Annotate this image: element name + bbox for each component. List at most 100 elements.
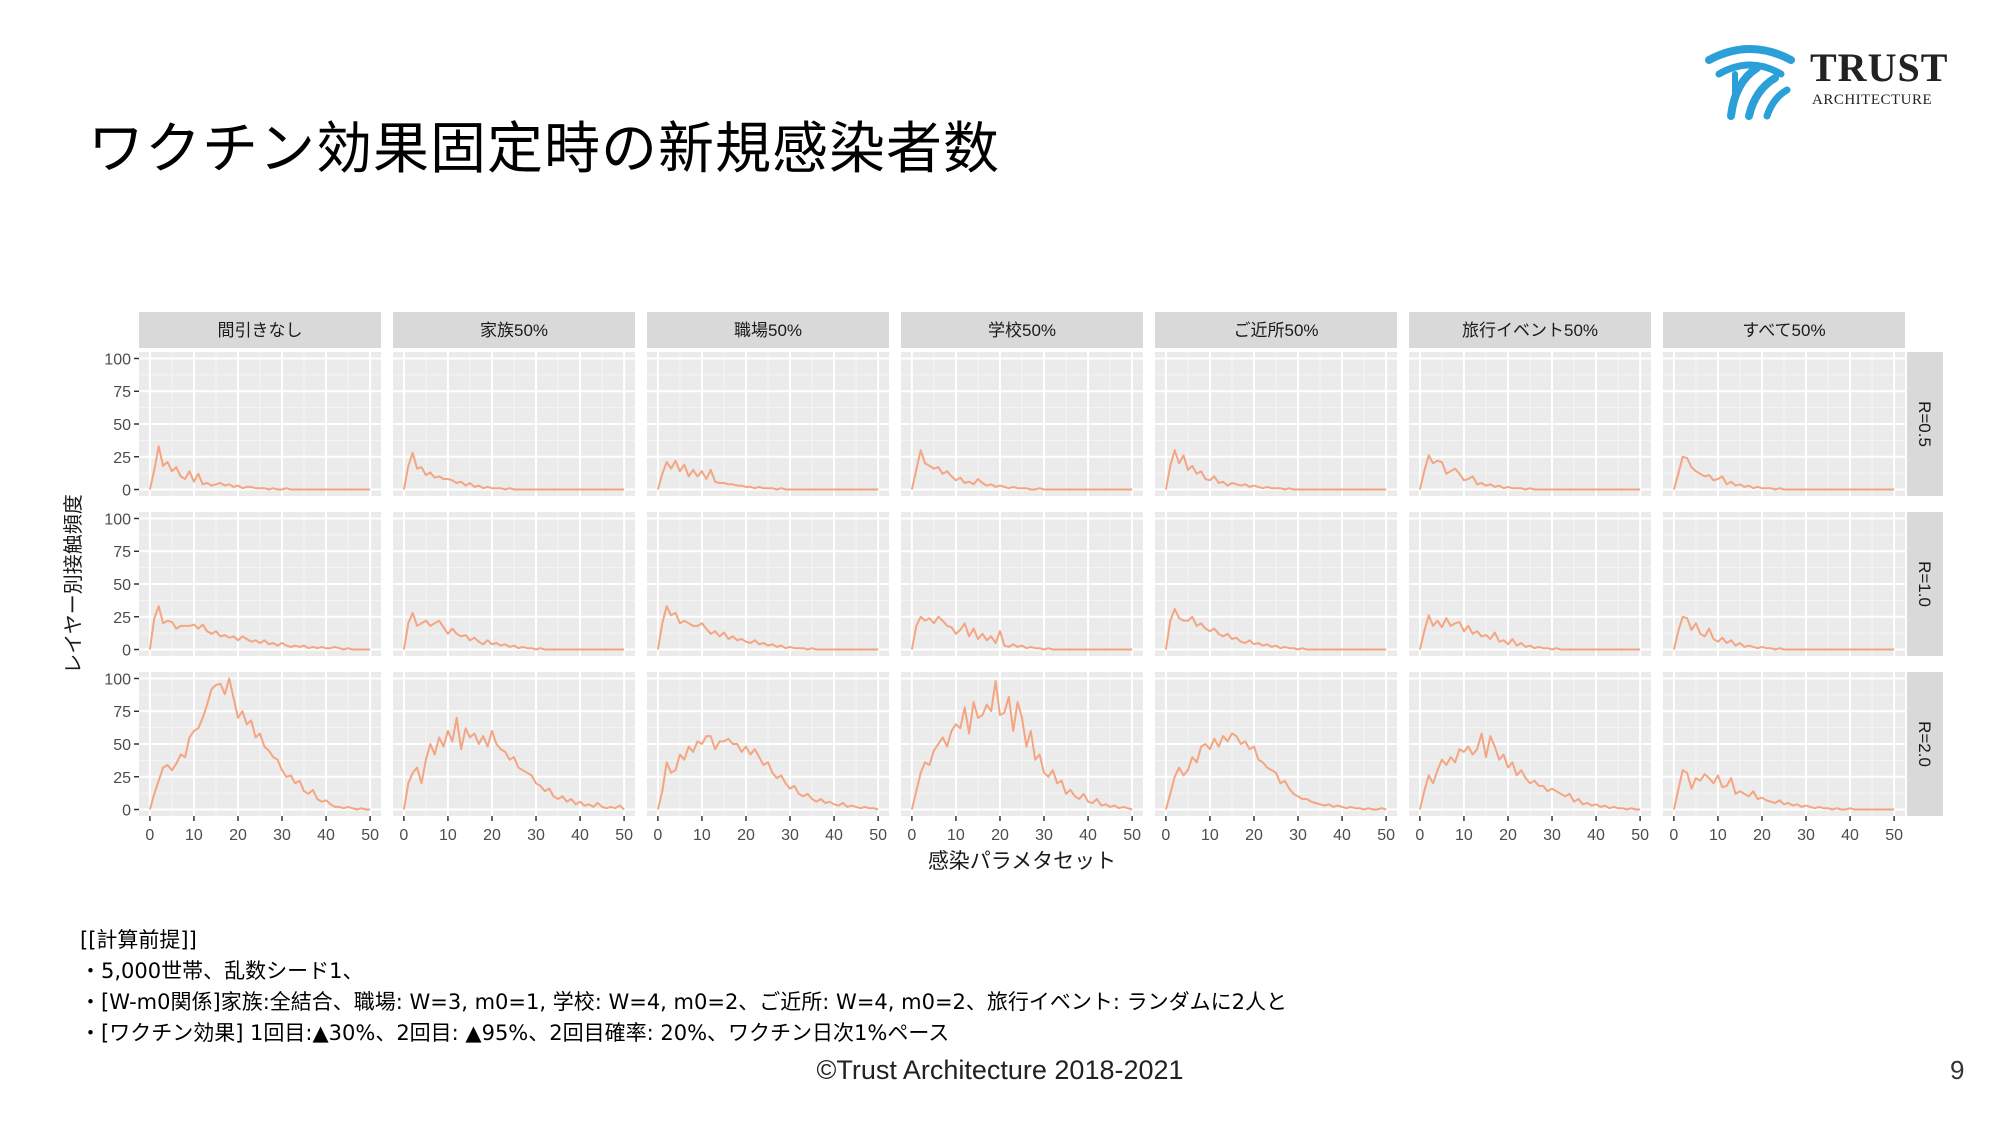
x-tick-label: 20	[483, 827, 501, 844]
series-line	[910, 615, 1133, 651]
x-tick-label: 50	[1123, 827, 1141, 844]
y-tick-label: 25	[113, 770, 131, 787]
copyright-footer: ©Trust Architecture 2018-2021	[816, 1055, 1184, 1085]
x-tick-label: 10	[439, 827, 457, 844]
y-tick-label: 50	[113, 577, 131, 594]
y-tick-label: 75	[113, 704, 131, 721]
facet-strip-label: R=1.0	[1915, 561, 1934, 607]
x-tick-label: 10	[185, 827, 203, 844]
x-tick-label: 20	[1499, 827, 1517, 844]
series-line	[1672, 769, 1895, 811]
notes-heading: [[計算前提]]	[80, 928, 197, 952]
series-line	[148, 605, 371, 651]
facet-strip-label: 家族50%	[480, 321, 548, 340]
facet-strip-column	[901, 312, 1143, 348]
logo-subtitle: ARCHITECTURE	[1812, 92, 1933, 108]
facet-strip-label: R=2.0	[1915, 721, 1934, 767]
x-tick-label: 20	[1245, 827, 1263, 844]
x-tick-label: 20	[1753, 827, 1771, 844]
notes-line: ・5,000世帯、乱数シード1、	[80, 959, 364, 983]
series-line	[656, 459, 879, 491]
x-tick-label: 50	[1631, 827, 1649, 844]
x-tick-label: 0	[653, 827, 662, 844]
x-tick-label: 30	[1289, 827, 1307, 844]
x-tick-label: 30	[781, 827, 799, 844]
x-tick-label: 30	[1797, 827, 1815, 844]
facet-strip-row	[1907, 512, 1943, 656]
x-tick-label: 10	[1455, 827, 1473, 844]
facet-strip-column	[139, 312, 381, 348]
series-line	[656, 605, 879, 651]
x-tick-label: 40	[1079, 827, 1097, 844]
series-line	[1672, 615, 1895, 651]
y-tick-label: 0	[122, 643, 131, 660]
facet-strip-label: すべて50%	[1742, 321, 1825, 340]
x-tick-label: 50	[869, 827, 887, 844]
series-line	[402, 611, 625, 651]
series-line	[1164, 732, 1387, 811]
x-tick-label: 0	[907, 827, 916, 844]
facet-strip-column	[1663, 312, 1905, 348]
x-tick-label: 40	[1841, 827, 1859, 844]
series-line	[1164, 449, 1387, 491]
trust-architecture-logo: TRUST ARCHITECTURE	[1705, 40, 1965, 120]
page-number: 9	[1950, 1055, 1965, 1085]
y-tick-label: 25	[113, 450, 131, 467]
series-line	[910, 680, 1133, 811]
series-line	[402, 716, 625, 811]
x-tick-label: 40	[825, 827, 843, 844]
x-tick-label: 30	[527, 827, 545, 844]
facet-strip-column	[393, 312, 635, 348]
y-axis-title: レイヤー別接触頻度	[62, 494, 85, 673]
x-tick-label: 10	[1201, 827, 1219, 844]
facet-strip-label: 学校50%	[988, 321, 1056, 340]
x-tick-label: 40	[571, 827, 589, 844]
x-tick-label: 0	[1669, 827, 1678, 844]
y-tick-label: 0	[122, 483, 131, 500]
x-tick-label: 0	[399, 827, 408, 844]
y-tick-label: 100	[104, 671, 131, 688]
facet-strip-label: 職場50%	[734, 321, 802, 340]
x-tick-label: 50	[361, 827, 379, 844]
facet-strip-row	[1907, 352, 1943, 496]
facet-strip-label: 間引きなし	[218, 321, 303, 340]
y-tick-label: 50	[113, 737, 131, 754]
x-tick-label: 30	[273, 827, 291, 844]
facet-strip-row	[1907, 672, 1943, 816]
slide-title: ワクチン効果固定時の新規感染者数	[88, 117, 1000, 182]
series-line	[402, 451, 625, 491]
notes-line: ・[ワクチン効果] 1回目:▲30%、2回目: ▲95%、2回目確率: 20%、…	[80, 1021, 950, 1045]
facet-strip-label: R=0.5	[1915, 401, 1934, 447]
facet-strip-label: 旅行イベント50%	[1462, 321, 1598, 340]
y-tick-label: 25	[113, 610, 131, 627]
x-tick-label: 40	[1587, 827, 1605, 844]
y-tick-label: 0	[122, 803, 131, 820]
x-tick-label: 10	[693, 827, 711, 844]
x-tick-label: 30	[1035, 827, 1053, 844]
series-line	[656, 735, 879, 811]
x-tick-label: 0	[145, 827, 154, 844]
facet-strip-label: ご近所50%	[1233, 321, 1318, 340]
y-tick-label: 100	[104, 511, 131, 528]
notes-line: ・[W-m0関係]家族:全結合、職場: W=3, m0=1, 学校: W=4, …	[80, 990, 1288, 1014]
y-tick-label: 75	[113, 384, 131, 401]
y-tick-label: 75	[113, 544, 131, 561]
x-tick-label: 20	[229, 827, 247, 844]
series-line	[148, 677, 371, 811]
series-line	[910, 449, 1133, 491]
logo-mark-icon	[1705, 45, 1795, 120]
facet-line-chart: 間引きなし 家族50% 職場50% 学校50% ご近所50% 旅行イベント50% すべて50…	[62, 312, 1943, 873]
x-tick-label: 10	[1709, 827, 1727, 844]
x-tick-label: 0	[1161, 827, 1170, 844]
x-tick-label: 20	[737, 827, 755, 844]
x-tick-label: 50	[1377, 827, 1395, 844]
series-line	[1418, 454, 1641, 491]
x-tick-label: 0	[1415, 827, 1424, 844]
x-tick-label: 40	[1333, 827, 1351, 844]
series-line	[1418, 614, 1641, 651]
series-line	[1672, 455, 1895, 491]
x-tick-label: 30	[1543, 827, 1561, 844]
facet-strip-column	[1409, 312, 1651, 348]
x-tick-label: 20	[991, 827, 1009, 844]
facet-strip-column	[1155, 312, 1397, 348]
